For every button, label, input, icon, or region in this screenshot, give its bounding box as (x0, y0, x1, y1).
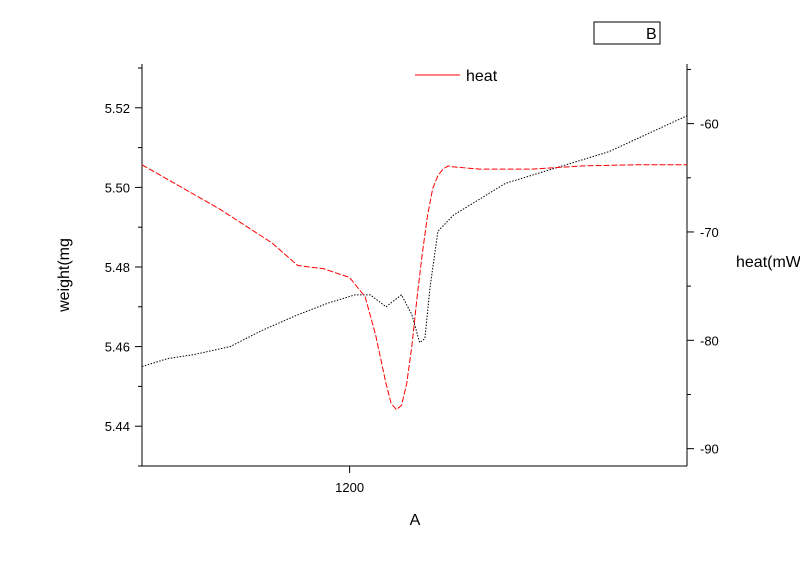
right-tick-label: -70 (700, 225, 719, 240)
left-tick-label: 5.52 (105, 101, 130, 116)
x-axis-ticks: 1200 (335, 466, 364, 495)
left-tick-label: 5.44 (105, 419, 130, 434)
series-heat-line (141, 164, 687, 411)
left-tick-label: 5.48 (105, 260, 130, 275)
legend-b-box (593, 21, 661, 45)
x-tick-label: 1200 (335, 480, 364, 495)
legend-b-label: B (646, 26, 657, 43)
right-tick-label: -90 (700, 442, 719, 457)
left-axis-ticks: 5.44 5.46 5.48 5.50 5.52 (105, 67, 142, 467)
left-axis-title: weight(mg (56, 238, 73, 313)
right-tick-label: -80 (700, 333, 719, 348)
series-layer (141, 115, 688, 411)
legend-heat: heat (415, 68, 498, 85)
right-tick-label: -60 (700, 117, 719, 132)
x-axis-title: A (410, 512, 421, 529)
left-tick-label: 5.46 (105, 340, 130, 355)
series-b-line (141, 115, 688, 367)
legend-b: B (593, 21, 661, 45)
right-axis-title: heat(mW (736, 254, 800, 271)
right-axis-ticks: -90 -80 -70 -60 (687, 68, 719, 457)
legend-heat-label: heat (466, 68, 498, 85)
left-tick-label: 5.50 (105, 180, 130, 195)
